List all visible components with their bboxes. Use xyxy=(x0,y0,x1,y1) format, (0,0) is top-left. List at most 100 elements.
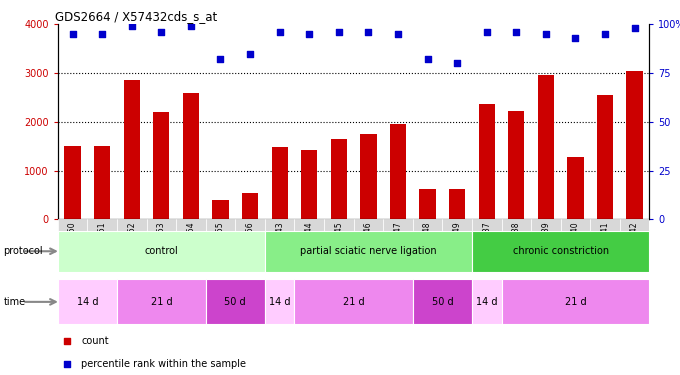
Bar xyxy=(265,279,294,324)
Text: GSM50744: GSM50744 xyxy=(305,221,313,262)
Text: 14 d: 14 d xyxy=(77,297,98,307)
Text: 50 d: 50 d xyxy=(432,297,453,307)
Bar xyxy=(502,279,649,324)
Point xyxy=(629,25,640,31)
Bar xyxy=(271,147,288,219)
Bar xyxy=(117,219,147,264)
Text: GSM50740: GSM50740 xyxy=(571,221,580,262)
Text: GSM50752: GSM50752 xyxy=(127,221,136,262)
Text: GSM50739: GSM50739 xyxy=(541,221,550,262)
Bar xyxy=(58,231,265,272)
Bar xyxy=(626,70,643,219)
Bar xyxy=(212,200,228,219)
Point xyxy=(541,31,551,37)
Text: GSM50741: GSM50741 xyxy=(600,221,609,262)
Text: protocol: protocol xyxy=(3,246,43,256)
Bar xyxy=(443,219,472,264)
Text: 14 d: 14 d xyxy=(476,297,498,307)
Bar xyxy=(206,219,235,264)
Point xyxy=(274,29,285,35)
Point xyxy=(156,29,167,35)
Bar xyxy=(242,193,258,219)
Bar xyxy=(87,219,117,264)
Bar xyxy=(330,139,347,219)
Text: percentile rank within the sample: percentile rank within the sample xyxy=(82,359,246,369)
Text: GSM50746: GSM50746 xyxy=(364,221,373,262)
Bar xyxy=(235,219,265,264)
Text: 21 d: 21 d xyxy=(150,297,172,307)
Bar xyxy=(508,111,524,219)
Text: GDS2664 / X57432cds_s_at: GDS2664 / X57432cds_s_at xyxy=(55,10,217,23)
Text: 50 d: 50 d xyxy=(224,297,246,307)
Bar xyxy=(153,112,169,219)
Text: GSM50737: GSM50737 xyxy=(482,221,491,262)
Text: GSM50756: GSM50756 xyxy=(245,221,254,262)
Text: GSM50748: GSM50748 xyxy=(423,221,432,262)
Text: 14 d: 14 d xyxy=(269,297,290,307)
Text: GSM50753: GSM50753 xyxy=(157,221,166,262)
Bar xyxy=(538,75,554,219)
Bar xyxy=(413,279,472,324)
Text: 21 d: 21 d xyxy=(564,297,586,307)
Point xyxy=(570,35,581,41)
Text: GSM50749: GSM50749 xyxy=(453,221,462,262)
Bar xyxy=(65,146,81,219)
Bar xyxy=(265,231,472,272)
Bar xyxy=(590,219,620,264)
Point xyxy=(61,338,72,344)
Bar xyxy=(390,124,406,219)
Text: count: count xyxy=(82,336,109,346)
Bar xyxy=(58,279,117,324)
Text: chronic constriction: chronic constriction xyxy=(513,246,609,256)
Point xyxy=(186,23,197,29)
Text: GSM50751: GSM50751 xyxy=(98,221,107,262)
Bar xyxy=(58,219,87,264)
Bar xyxy=(384,219,413,264)
Bar xyxy=(117,279,206,324)
Bar xyxy=(531,219,561,264)
Bar xyxy=(94,146,110,219)
Point xyxy=(67,31,78,37)
Point xyxy=(126,23,137,29)
Point xyxy=(392,31,403,37)
Bar xyxy=(206,279,265,324)
Bar xyxy=(420,189,436,219)
Text: GSM50747: GSM50747 xyxy=(394,221,403,262)
Bar xyxy=(176,219,206,264)
Bar xyxy=(354,219,384,264)
Point xyxy=(481,29,492,35)
Text: GSM50742: GSM50742 xyxy=(630,221,639,262)
Bar xyxy=(561,219,590,264)
Bar xyxy=(183,93,199,219)
Text: 21 d: 21 d xyxy=(343,297,364,307)
Text: control: control xyxy=(144,246,178,256)
Bar xyxy=(479,104,495,219)
Bar xyxy=(502,219,531,264)
Bar xyxy=(324,219,354,264)
Text: GSM50750: GSM50750 xyxy=(68,221,77,262)
Bar xyxy=(360,134,377,219)
Text: GSM50745: GSM50745 xyxy=(335,221,343,262)
Point xyxy=(245,51,256,57)
Text: GSM50754: GSM50754 xyxy=(186,221,195,262)
Point xyxy=(97,31,107,37)
Bar xyxy=(413,219,442,264)
Bar xyxy=(301,150,318,219)
Bar xyxy=(294,279,413,324)
Bar xyxy=(597,94,613,219)
Bar xyxy=(472,219,502,264)
Point xyxy=(452,60,462,66)
Text: GSM50755: GSM50755 xyxy=(216,221,225,262)
Text: GSM50743: GSM50743 xyxy=(275,221,284,262)
Point xyxy=(304,31,315,37)
Bar xyxy=(472,279,502,324)
Text: partial sciatic nerve ligation: partial sciatic nerve ligation xyxy=(300,246,437,256)
Bar xyxy=(294,219,324,264)
Bar xyxy=(472,231,649,272)
Text: time: time xyxy=(3,297,26,307)
Point xyxy=(363,29,374,35)
Point xyxy=(215,57,226,63)
Bar xyxy=(620,219,649,264)
Point xyxy=(600,31,611,37)
Bar xyxy=(449,189,465,219)
